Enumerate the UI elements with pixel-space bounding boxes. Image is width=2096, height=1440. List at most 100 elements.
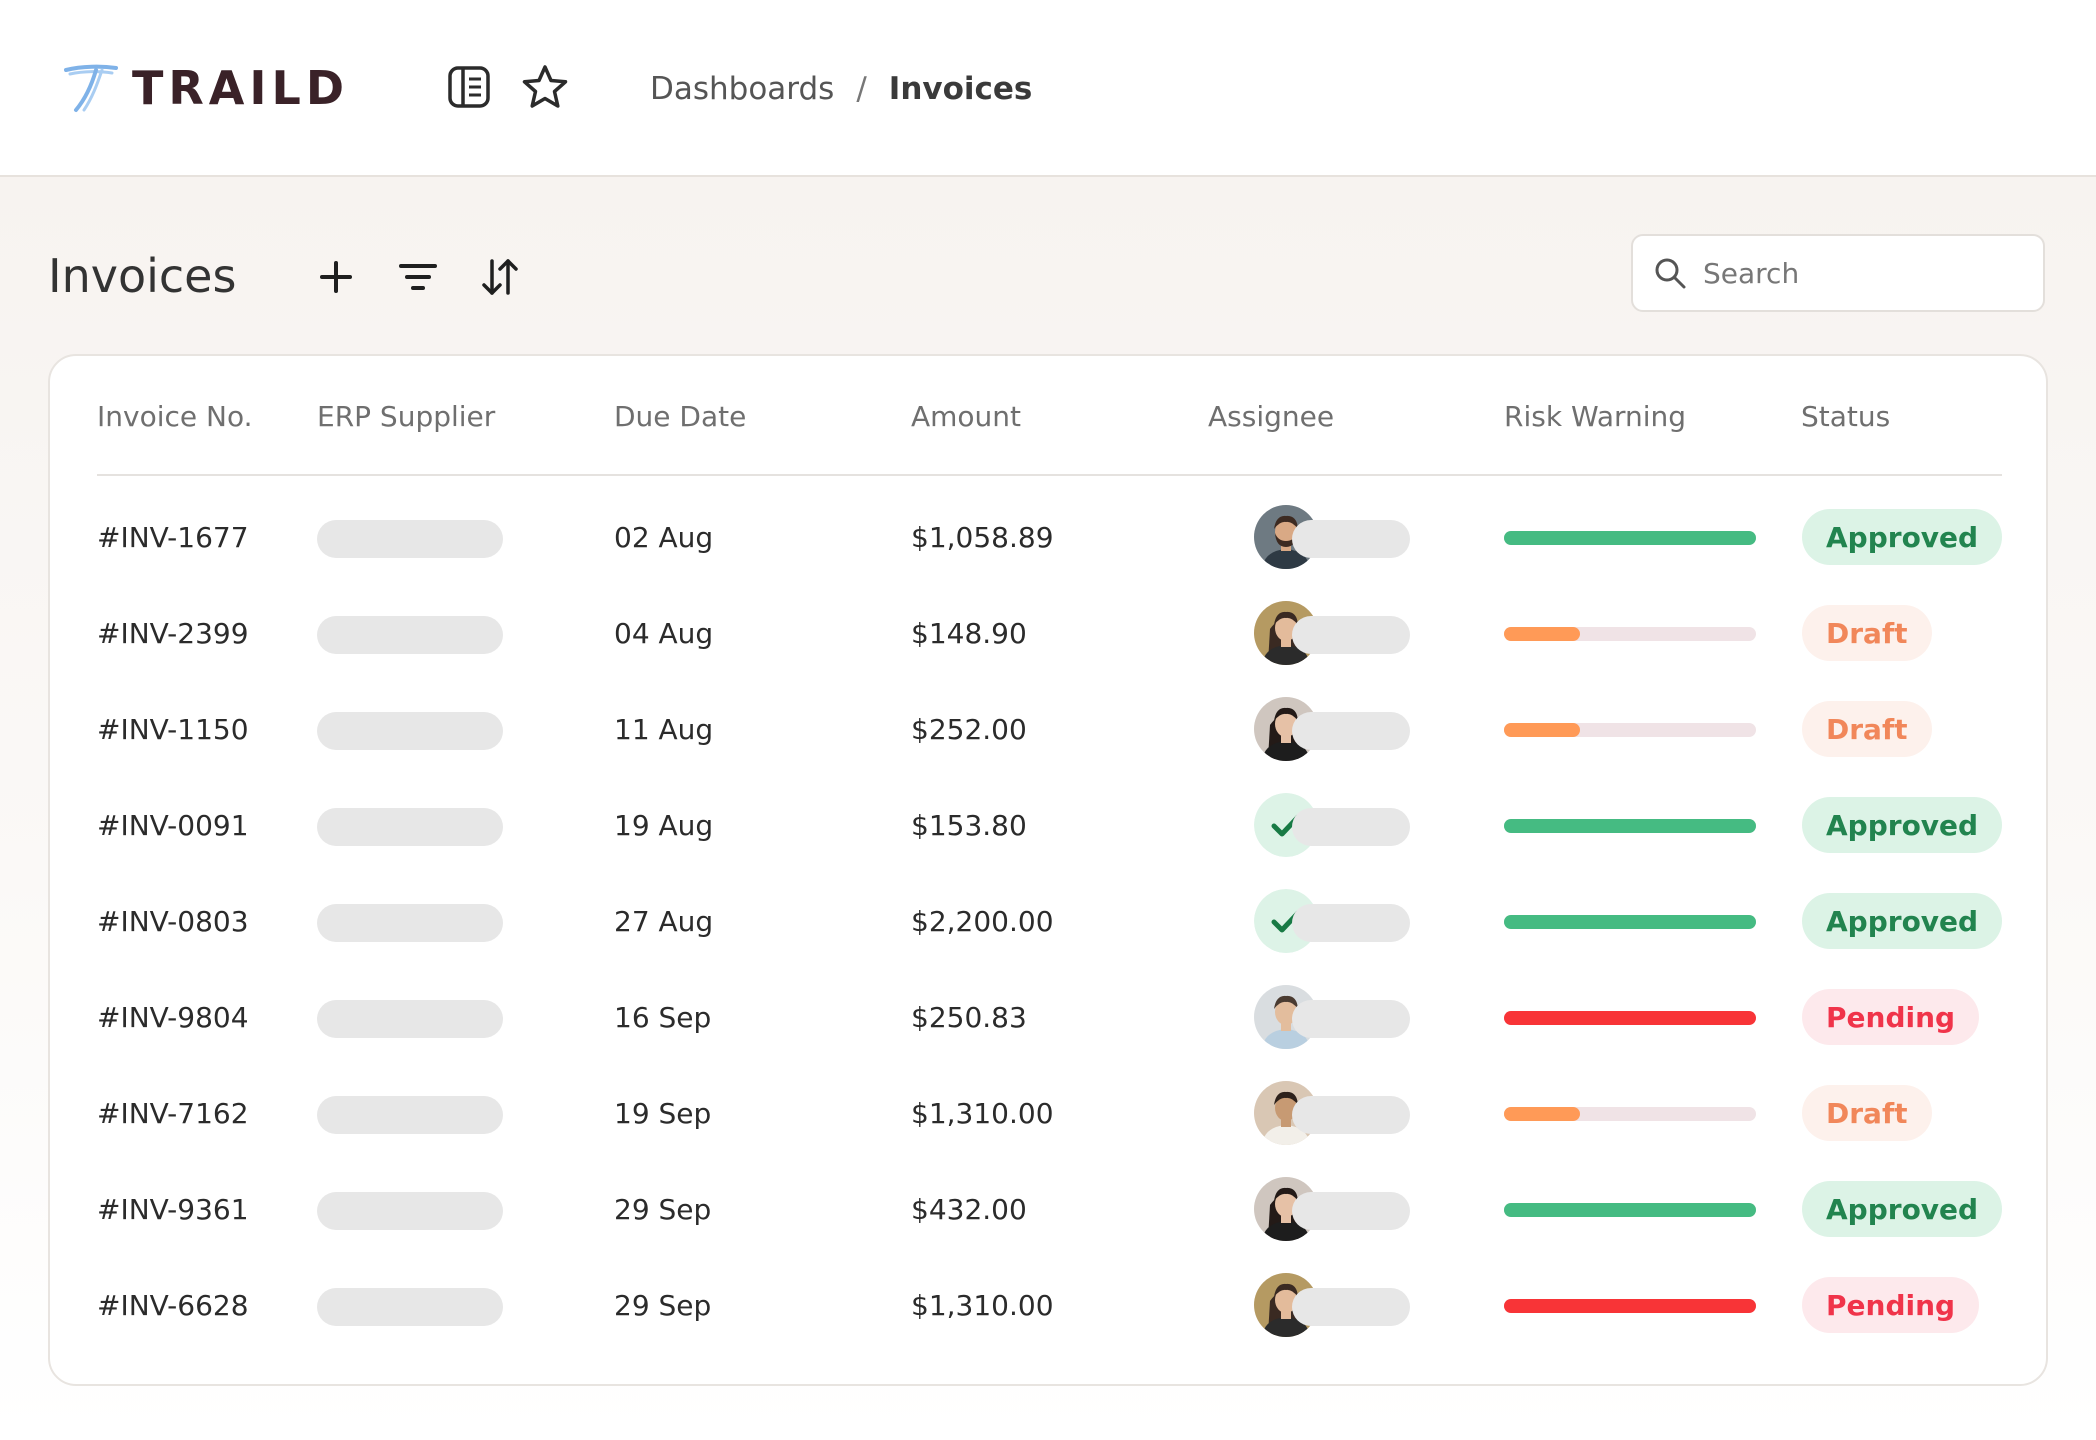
table-row[interactable]: #INV-1150 11 Aug $252.00 Draft [50, 681, 2050, 777]
amount: $1,058.89 [911, 520, 1054, 554]
erp-supplier-placeholder [317, 520, 503, 558]
due-date: 02 Aug [614, 520, 714, 554]
erp-supplier-placeholder [317, 616, 503, 654]
column-header-erp-supplier[interactable]: ERP Supplier [317, 400, 496, 433]
invoice-number[interactable]: #INV-1677 [97, 520, 249, 554]
risk-warning-fill [1504, 531, 1756, 545]
sort-icon[interactable] [474, 251, 526, 303]
traild-logo-icon [64, 64, 118, 112]
column-header-assignee[interactable]: Assignee [1208, 400, 1335, 433]
risk-warning-bar [1504, 915, 1756, 929]
erp-supplier-placeholder [317, 1192, 503, 1230]
risk-warning-bar [1504, 819, 1756, 833]
assignee-name-placeholder [1292, 1096, 1410, 1134]
assignee-name-placeholder [1292, 520, 1410, 558]
risk-warning-fill [1504, 723, 1580, 737]
due-date: 16 Sep [614, 1000, 712, 1034]
risk-warning-bar [1504, 723, 1756, 737]
search-input[interactable] [1701, 255, 2025, 291]
breadcrumb-parent-link[interactable]: Dashboards [650, 71, 835, 107]
assignee-avatar[interactable] [1254, 985, 1318, 1049]
amount: $252.00 [911, 712, 1027, 746]
table-row[interactable]: #INV-0803 27 Aug $2,200.00 Approved [50, 873, 2050, 969]
table-row[interactable]: #INV-2399 04 Aug $148.90 Draft [50, 585, 2050, 681]
status-badge[interactable]: Draft [1802, 701, 1932, 757]
erp-supplier-placeholder [317, 1288, 503, 1326]
risk-warning-bar [1504, 1011, 1756, 1025]
status-badge[interactable]: Approved [1802, 893, 2003, 949]
assignee-avatar[interactable] [1254, 1081, 1318, 1145]
filter-icon[interactable] [392, 251, 444, 303]
amount: $2,200.00 [911, 904, 1054, 938]
assignee-name-placeholder [1292, 616, 1410, 654]
status-badge[interactable]: Approved [1802, 797, 2003, 853]
invoice-number[interactable]: #INV-1150 [97, 712, 249, 746]
risk-warning-bar [1504, 531, 1756, 545]
invoice-number[interactable]: #INV-0803 [97, 904, 249, 938]
invoices-table-card: Invoice No. ERP Supplier Due Date Amount… [48, 354, 2048, 1386]
assignee-avatar[interactable] [1254, 697, 1318, 761]
column-header-due-date[interactable]: Due Date [614, 400, 747, 433]
table-header: Invoice No. ERP Supplier Due Date Amount… [97, 356, 2002, 476]
invoice-number[interactable]: #INV-9361 [97, 1192, 249, 1226]
risk-warning-fill [1504, 1299, 1756, 1313]
risk-warning-fill [1504, 1203, 1756, 1217]
risk-warning-fill [1504, 1011, 1756, 1025]
search-icon [1655, 258, 1686, 289]
search-box[interactable] [1631, 234, 2045, 312]
page-title: Invoices [48, 249, 237, 303]
table-row[interactable]: #INV-1677 02 Aug $1,058.89 Approved [50, 489, 2050, 585]
risk-warning-bar [1504, 1107, 1756, 1121]
status-badge[interactable]: Approved [1802, 509, 2003, 565]
status-badge[interactable]: Pending [1802, 1277, 1980, 1333]
breadcrumb-separator: / [856, 71, 867, 107]
amount: $1,310.00 [911, 1096, 1054, 1130]
invoice-number[interactable]: #INV-2399 [97, 616, 249, 650]
assignee-name-placeholder [1292, 1192, 1410, 1230]
amount: $148.90 [911, 616, 1027, 650]
invoice-number[interactable]: #INV-9804 [97, 1000, 249, 1034]
assignee-avatar[interactable] [1254, 505, 1318, 569]
erp-supplier-placeholder [317, 712, 503, 750]
table-row[interactable]: #INV-6628 29 Sep $1,310.00 Pending [50, 1257, 2050, 1353]
risk-warning-bar [1504, 1299, 1756, 1313]
assignee-name-placeholder [1292, 1000, 1410, 1038]
table-row[interactable]: #INV-9361 29 Sep $432.00 Approved [50, 1161, 2050, 1257]
assignee-name-placeholder [1292, 808, 1410, 846]
risk-warning-fill [1504, 627, 1580, 641]
column-header-invoice-no[interactable]: Invoice No. [97, 400, 253, 433]
table-row[interactable]: #INV-7162 19 Sep $1,310.00 Draft [50, 1065, 2050, 1161]
due-date: 29 Sep [614, 1192, 712, 1226]
brand-name: TRAILD [132, 61, 350, 115]
amount: $153.80 [911, 808, 1027, 842]
table-row[interactable]: #INV-9804 16 Sep $250.83 Pending [50, 969, 2050, 1065]
invoice-number[interactable]: #INV-0091 [97, 808, 249, 842]
brand-logo[interactable]: TRAILD [62, 60, 349, 116]
due-date: 04 Aug [614, 616, 714, 650]
due-date: 29 Sep [614, 1288, 712, 1322]
risk-warning-fill [1504, 1107, 1580, 1121]
assignee-name-placeholder [1292, 712, 1410, 750]
risk-warning-bar [1504, 627, 1756, 641]
column-header-status[interactable]: Status [1801, 400, 1891, 433]
sidebar-panel-icon[interactable] [444, 62, 494, 112]
status-badge[interactable]: Pending [1802, 989, 1980, 1045]
invoice-number[interactable]: #INV-7162 [97, 1096, 249, 1130]
erp-supplier-placeholder [317, 904, 503, 942]
invoice-number[interactable]: #INV-6628 [97, 1288, 249, 1322]
plus-icon[interactable] [310, 251, 362, 303]
main-content: Invoices Invoice No. ERP Supplier Due Da… [0, 177, 2096, 1440]
status-badge[interactable]: Draft [1802, 605, 1932, 661]
column-header-amount[interactable]: Amount [911, 400, 1022, 433]
star-icon[interactable] [520, 62, 570, 112]
amount: $250.83 [911, 1000, 1027, 1034]
due-date: 27 Aug [614, 904, 714, 938]
risk-warning-bar [1504, 1203, 1756, 1217]
assignee-name-placeholder [1292, 904, 1410, 942]
table-row[interactable]: #INV-0091 19 Aug $153.80 Approved [50, 777, 2050, 873]
risk-warning-fill [1504, 915, 1756, 929]
status-badge[interactable]: Approved [1802, 1181, 2003, 1237]
column-header-risk-warning[interactable]: Risk Warning [1504, 400, 1687, 433]
due-date: 19 Sep [614, 1096, 712, 1130]
status-badge[interactable]: Draft [1802, 1085, 1932, 1141]
